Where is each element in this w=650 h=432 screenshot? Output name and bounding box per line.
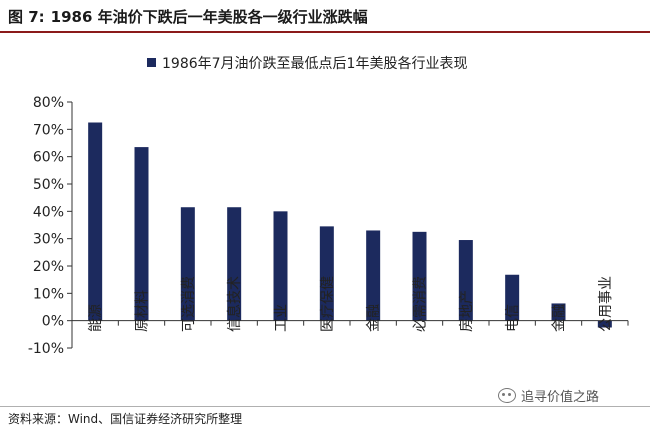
legend-swatch: [147, 58, 156, 67]
y-tick-label: 40%: [33, 204, 64, 220]
y-tick-label: 50%: [33, 177, 64, 193]
bars: [88, 122, 612, 328]
x-tick-label: 工业: [274, 304, 290, 332]
x-axis: 能源 原材料 可选消费 信息技术工业 医疗保健金融 必需消费 房地产 电信 金融 公用事业: [71, 276, 629, 332]
x-tick-label: 可选消费: [181, 276, 197, 332]
y-axis: -10% 0% 10% 20% 30% 40% 50% 60% 70% 80%: [28, 95, 73, 357]
title-rule: [0, 31, 650, 33]
bar: [366, 230, 381, 321]
x-tick-label: 能源: [88, 304, 104, 332]
x-tick-label: 电信: [505, 304, 521, 332]
figure-title-text: 1986 年油价下跌后一年美股各一级行业涨跌幅: [50, 8, 368, 26]
x-tick-label: 信息技术: [226, 276, 243, 332]
wechat-icon: [498, 387, 516, 403]
x-tick-label: 金融: [366, 304, 382, 332]
legend: 1986年7月油价跌至最低点后1年美股各行业表现: [147, 56, 467, 72]
y-tick-label: 20%: [33, 259, 64, 275]
bar: [273, 211, 288, 321]
figure-label: 图 7:: [8, 8, 45, 26]
watermark: 追寻价值之路: [498, 384, 599, 406]
bar: [597, 320, 612, 328]
y-tick-label: 80%: [33, 95, 64, 111]
y-tick-label: 0%: [42, 314, 64, 330]
x-tick-label: 公用事业: [598, 276, 614, 332]
x-tick-label: 原材料: [135, 290, 151, 332]
source-rule: [0, 406, 650, 407]
bar: [505, 274, 520, 321]
y-tick-label: 60%: [33, 150, 64, 166]
x-tick-label: 必需消费: [413, 276, 429, 332]
bar: [134, 147, 149, 321]
x-tick-label: 金融: [552, 304, 568, 332]
bar: [458, 240, 473, 321]
bar: [551, 303, 566, 321]
y-tick-label: 30%: [33, 232, 64, 248]
bar: [180, 207, 195, 321]
watermark-text: 追寻价值之路: [521, 389, 600, 405]
bar: [412, 231, 427, 321]
x-tick-label: 医疗保健: [320, 276, 336, 332]
bar: [227, 207, 242, 321]
legend-label: 1986年7月油价跌至最低点后1年美股各行业表现: [162, 56, 467, 72]
x-tick-label: 房地产: [459, 290, 475, 332]
source-note: 资料来源：Wind、国信证券经济研究所整理: [8, 412, 243, 426]
y-tick-label: 10%: [33, 286, 64, 302]
bar: [319, 226, 334, 321]
y-tick-label: 70%: [33, 122, 64, 138]
bar: [88, 122, 103, 321]
figure-title: 图 7: 1986 年油价下跌后一年美股各一级行业涨跌幅: [8, 4, 368, 30]
y-tick-label: -10%: [28, 341, 64, 357]
